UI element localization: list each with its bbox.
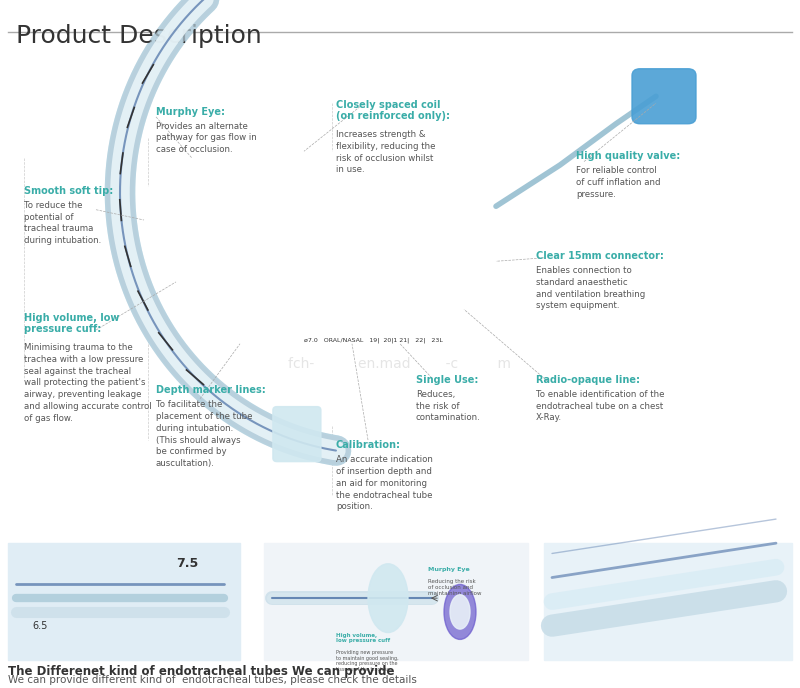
Text: Clear 15mm connector:: Clear 15mm connector:: [536, 251, 664, 261]
FancyBboxPatch shape: [264, 543, 528, 660]
Text: Murphy Eye: Murphy Eye: [428, 567, 470, 572]
FancyBboxPatch shape: [544, 543, 792, 660]
Text: 7.5: 7.5: [176, 557, 198, 570]
Ellipse shape: [444, 584, 476, 639]
Text: Radio-opaque line:: Radio-opaque line:: [536, 375, 640, 385]
Text: Enables connection to
standard anaesthetic
and ventilation breathing
system equi: Enables connection to standard anaesthet…: [536, 266, 646, 310]
Text: Single Use:: Single Use:: [416, 375, 478, 385]
Text: Providing new pressure
to maintain good sealing,
reducing pressure on the
tissue: Providing new pressure to maintain good …: [336, 649, 398, 672]
Text: For reliable control
of cuff inflation and
pressure.: For reliable control of cuff inflation a…: [576, 166, 661, 199]
Ellipse shape: [368, 563, 408, 632]
Text: Closely spaced coil
(on reinforced only):: Closely spaced coil (on reinforced only)…: [336, 100, 450, 121]
Text: We can provide different kind of  endotracheal tubes, please check the details: We can provide different kind of endotra…: [8, 675, 417, 685]
Text: Depth marker lines:: Depth marker lines:: [156, 385, 266, 395]
Text: To reduce the
potential of
tracheal trauma
during intubation.: To reduce the potential of tracheal trau…: [24, 201, 102, 245]
Text: An accurate indication
of insertion depth and
an aid for monitoring
the endotrac: An accurate indication of insertion dept…: [336, 455, 433, 511]
Text: 6.5: 6.5: [32, 621, 47, 631]
Text: Smooth soft tip:: Smooth soft tip:: [24, 186, 114, 195]
Text: High volume, low
pressure cuff:: High volume, low pressure cuff:: [24, 313, 119, 334]
Text: High volume,
low pressure cuff: High volume, low pressure cuff: [336, 632, 390, 643]
Text: ø7.0   ORAL/NASAL   19|  20|1 21|   22|   23L: ø7.0 ORAL/NASAL 19| 20|1 21| 22| 23L: [304, 338, 443, 343]
Text: Provides an alternate
pathway for gas flow in
case of occlusion.: Provides an alternate pathway for gas fl…: [156, 122, 257, 154]
Text: To facilitate the
placement of the tube
during intubation.
(This should always
b: To facilitate the placement of the tube …: [156, 400, 253, 468]
Text: Increases strength &
flexibility, reducing the
risk of occlusion whilst
in use.: Increases strength & flexibility, reduci…: [336, 130, 435, 174]
Text: Reducing the risk
of occlusion and
maintaining airflow: Reducing the risk of occlusion and maint…: [428, 579, 482, 596]
FancyBboxPatch shape: [8, 543, 240, 660]
Text: Minimising trauma to the
trachea with a low pressure
seal against the tracheal
w: Minimising trauma to the trachea with a …: [24, 343, 152, 423]
FancyBboxPatch shape: [273, 407, 321, 462]
Text: Product Description: Product Description: [16, 24, 262, 48]
Ellipse shape: [450, 594, 470, 629]
Text: fch-          en.mad        -c         m: fch- en.mad -c m: [289, 357, 511, 372]
Text: To enable identification of the
endotracheal tube on a chest
X-Ray.: To enable identification of the endotrac…: [536, 390, 665, 422]
Text: Reduces,
the risk of
contamination.: Reduces, the risk of contamination.: [416, 390, 481, 422]
FancyBboxPatch shape: [632, 69, 696, 124]
Text: Murphy Eye:: Murphy Eye:: [156, 107, 225, 116]
Text: Calibration:: Calibration:: [336, 440, 401, 450]
Text: High quality valve:: High quality valve:: [576, 151, 680, 161]
Text: The Differenet kind of endotracheal tubes We can provide: The Differenet kind of endotracheal tube…: [8, 665, 394, 678]
